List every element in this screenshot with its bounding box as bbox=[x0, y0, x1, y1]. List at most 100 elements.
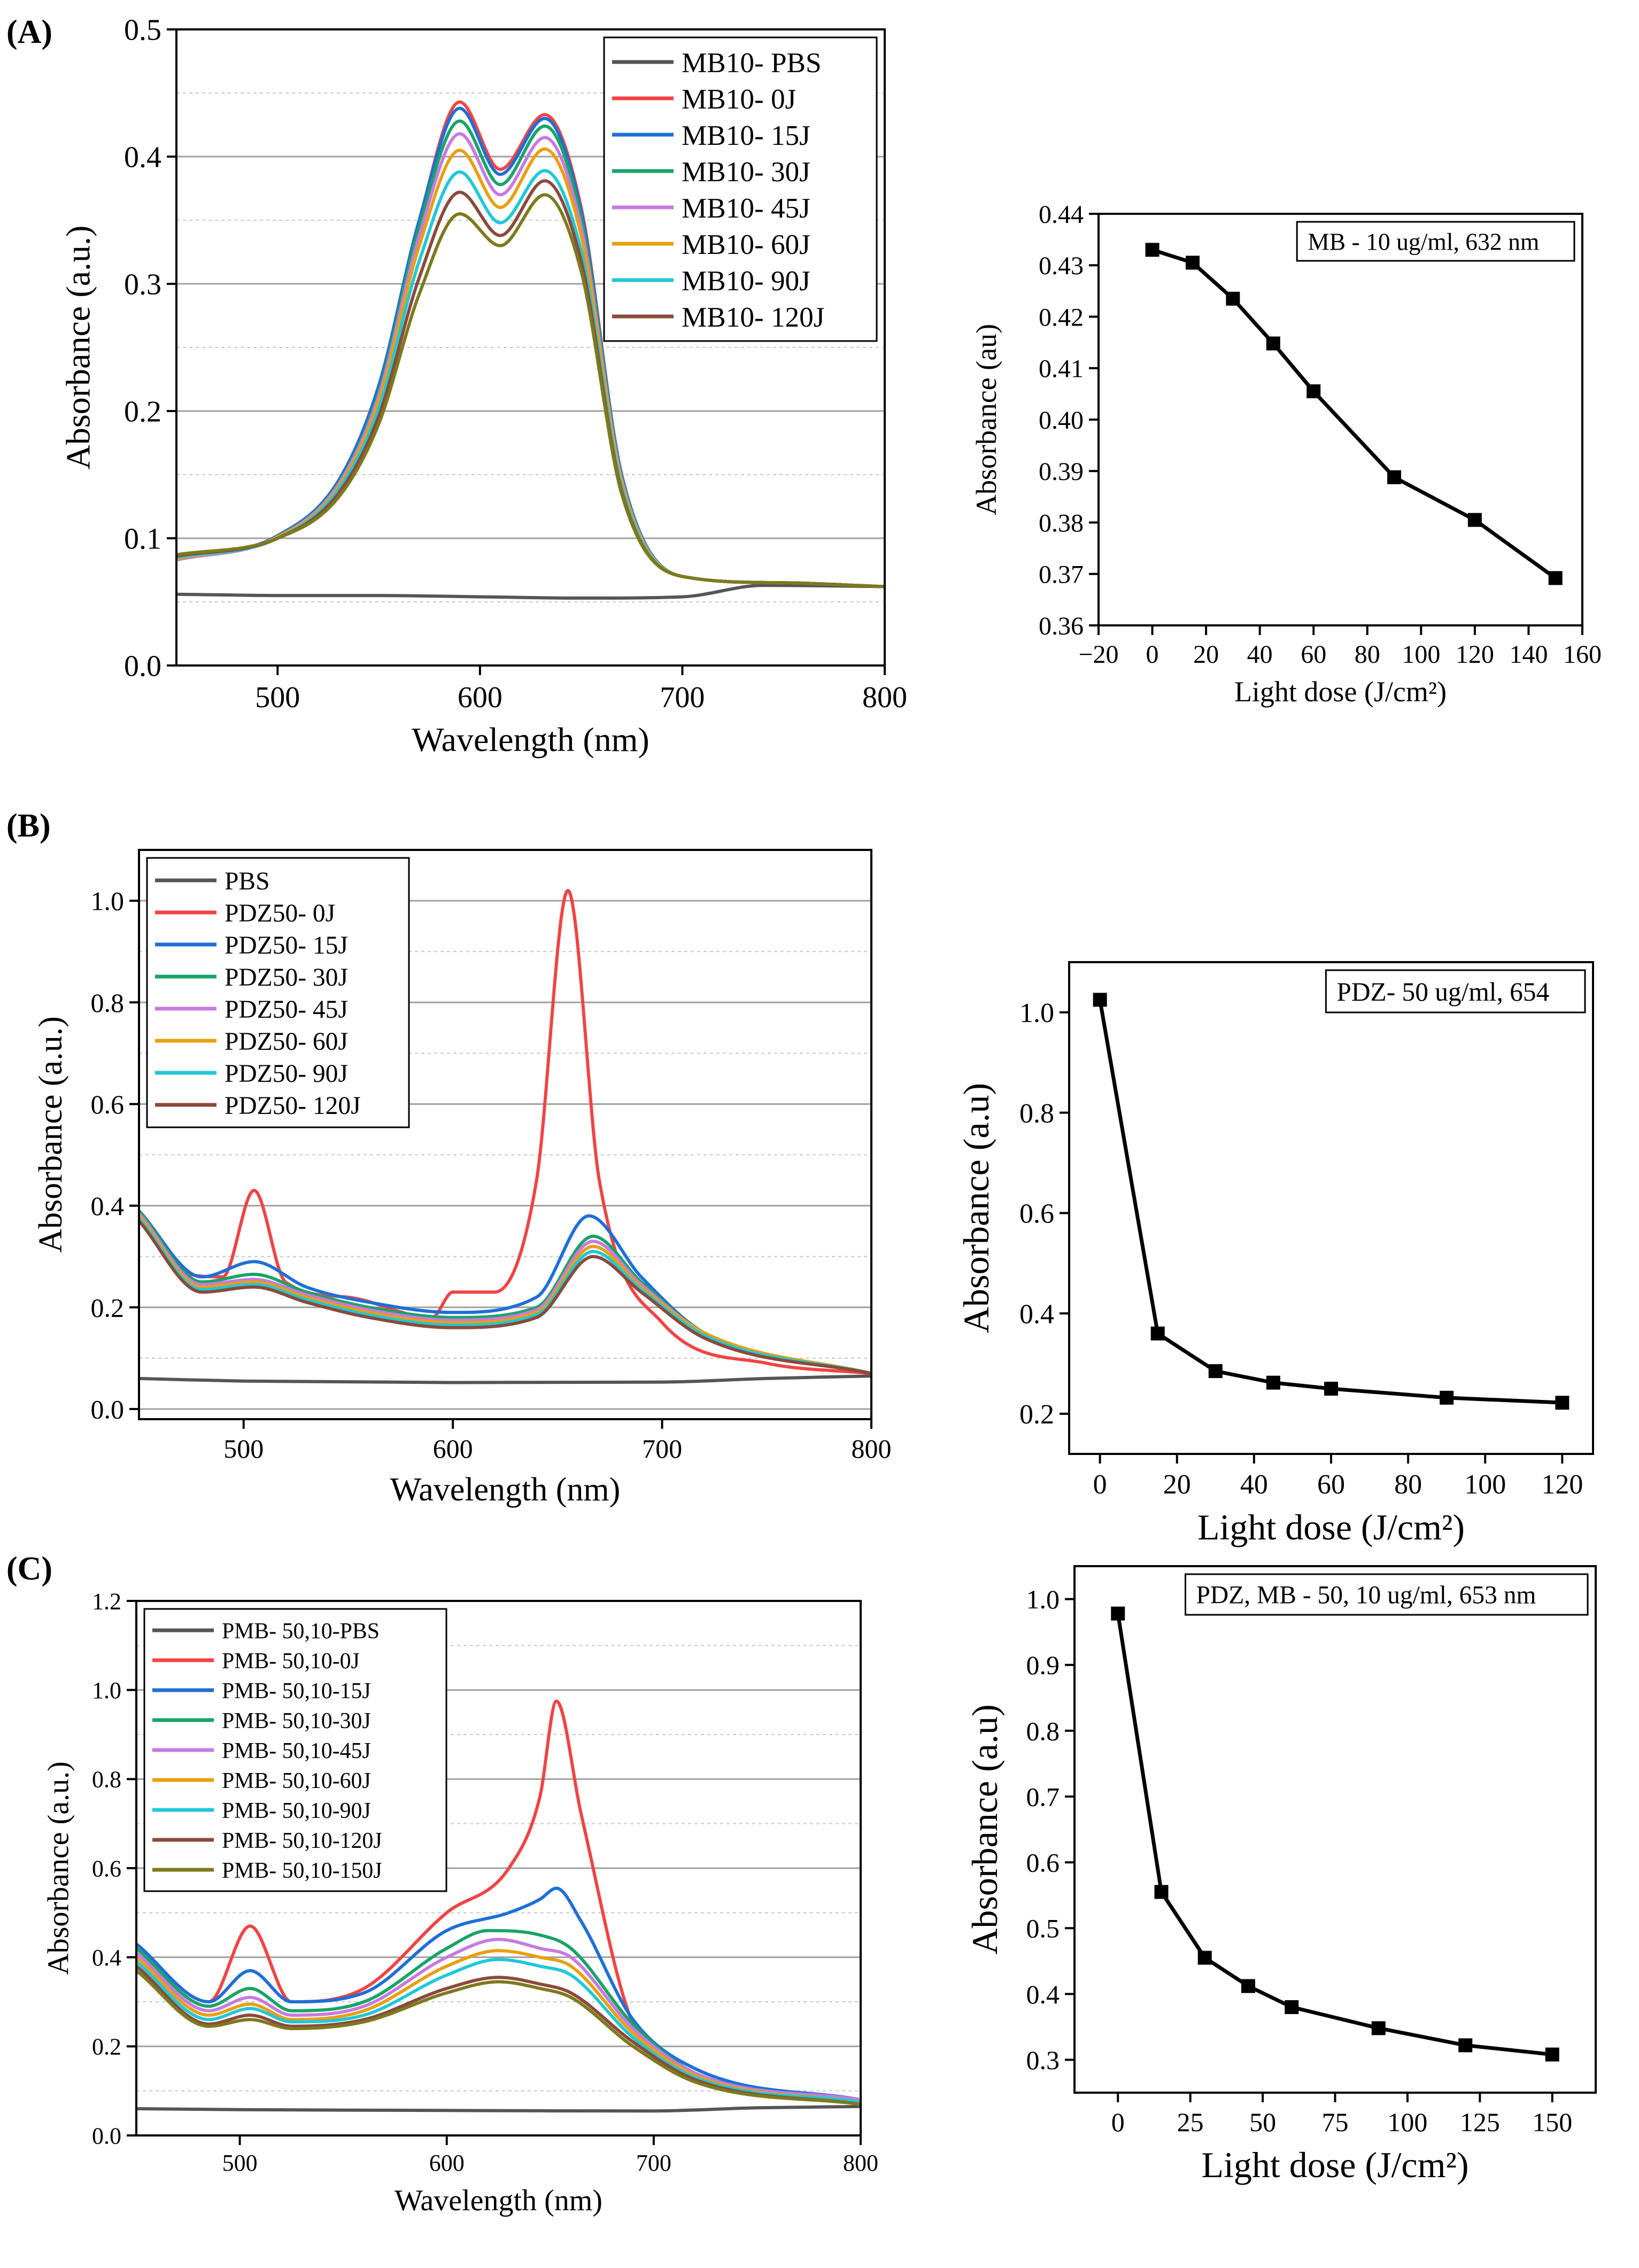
y-tick-label: 0.42 bbox=[1039, 303, 1084, 331]
x-axis-label: Wavelength (nm) bbox=[395, 2184, 602, 2217]
series-line-1 bbox=[176, 584, 885, 600]
y-tick-label: 0.4 bbox=[1026, 1979, 1060, 2009]
data-point bbox=[1208, 1364, 1223, 1379]
data-point bbox=[1285, 2000, 1299, 2014]
data-point bbox=[1467, 513, 1482, 527]
y-tick-label: 0.37 bbox=[1039, 561, 1084, 589]
y-tick-label: 0.0 bbox=[92, 2123, 121, 2149]
y-tick-label: 0.5 bbox=[1026, 1914, 1060, 1944]
legend: PMB- 50,10-PBS PMB- 50,10-0J PMB- 50,10-15… bbox=[143, 1608, 447, 1892]
data-point bbox=[1545, 2047, 1559, 2062]
legend-label: MB10- 30J bbox=[682, 156, 810, 188]
series-line-1 bbox=[1098, 999, 1563, 1405]
y-tick-label: 0.8 bbox=[92, 1767, 121, 1793]
series-line-8 bbox=[137, 1220, 872, 1375]
y-tick-label: 0.40 bbox=[1039, 406, 1084, 435]
legend-label: MB10- 90J bbox=[682, 265, 810, 297]
legend-label: MB10- PBS bbox=[682, 47, 822, 79]
x-tick-label: 150 bbox=[1532, 2107, 1572, 2137]
y-tick-label: 0.41 bbox=[1039, 355, 1084, 383]
x-tick-label: 500 bbox=[223, 1434, 264, 1464]
x-tick-label: 120 bbox=[1456, 640, 1494, 669]
x-tick-label: 60 bbox=[1317, 1469, 1345, 1500]
x-tick-label: 40 bbox=[1240, 1469, 1268, 1500]
data-point bbox=[1154, 1885, 1169, 1899]
legend-label: PDZ50- 30J bbox=[225, 964, 348, 992]
y-tick-label: 0.2 bbox=[1019, 1399, 1054, 1430]
legend-label: MB10- 120J bbox=[682, 301, 824, 333]
legend-label: PBS bbox=[225, 868, 270, 895]
y-tick-label: 0.6 bbox=[92, 1855, 121, 1882]
annotation-text: MB - 10 ug/ml, 632 nm bbox=[1308, 228, 1539, 255]
y-tick-label: 0.4 bbox=[91, 1191, 125, 1221]
x-tick-label: 100 bbox=[1464, 1469, 1506, 1500]
x-tick-label: 25 bbox=[1177, 2107, 1204, 2137]
series-line-7 bbox=[137, 1217, 872, 1375]
y-tick-label: 1.0 bbox=[91, 886, 125, 916]
plot-frame bbox=[138, 849, 872, 1420]
series-line-2 bbox=[137, 889, 872, 1375]
y-axis-label: Absorbance (au) bbox=[970, 324, 1002, 515]
annotation-text: PDZ- 50 ug/ml, 654 bbox=[1336, 977, 1549, 1007]
x-tick-label: 600 bbox=[433, 1434, 473, 1464]
x-tick-label: 100 bbox=[1402, 640, 1440, 669]
y-tick-label: 1.0 bbox=[92, 1677, 121, 1704]
x-tick-label: 800 bbox=[862, 681, 907, 714]
y-axis-label: Absorbance (a.u.) bbox=[59, 226, 97, 470]
panel-label-b: (B) bbox=[6, 808, 51, 844]
series-line-8 bbox=[135, 1964, 861, 2106]
y-tick-label: 0.2 bbox=[124, 396, 161, 429]
chart-6: 0 25 50 75 100 125 150 0.3 0.4 0.5 0.6 0.7 0.8 0.9 1.0… bbox=[964, 1565, 1597, 2185]
y-tick-label: 0.36 bbox=[1039, 612, 1084, 640]
x-tick-label: −20 bbox=[1078, 640, 1118, 669]
data-point bbox=[1371, 2021, 1386, 2035]
y-tick-label: 0.6 bbox=[1019, 1199, 1054, 1229]
series-line-1 bbox=[1116, 1613, 1553, 2057]
legend: PBS PDZ50- 0J PDZ50- 15J PDZ50- 30J PDZ50- 4… bbox=[146, 857, 410, 1128]
y-tick-label: 0.0 bbox=[124, 650, 161, 683]
y-tick-label: 0.1 bbox=[124, 523, 161, 556]
x-tick-label: 60 bbox=[1301, 640, 1326, 669]
legend-label: PMB- 50,10-PBS bbox=[222, 1619, 380, 1644]
x-tick-label: 120 bbox=[1541, 1469, 1583, 1500]
y-tick-label: 0.9 bbox=[1026, 1650, 1060, 1680]
data-point bbox=[1266, 1375, 1280, 1390]
x-tick-label: 700 bbox=[660, 681, 705, 714]
legend-label: MB10- 45J bbox=[682, 192, 810, 224]
legend-label: PMB- 50,10-60J bbox=[222, 1769, 371, 1793]
legend-label: PDZ50- 45J bbox=[225, 996, 348, 1024]
legend-label: PDZ50- 60J bbox=[225, 1028, 348, 1056]
data-point bbox=[1185, 256, 1200, 270]
x-tick-label: 80 bbox=[1355, 640, 1380, 669]
data-point bbox=[1440, 1390, 1454, 1405]
chart-3: 500 600 700 800 0.0 0.2 0.4 0.6 0.8 1.0 Wavelength… bbox=[33, 849, 892, 1508]
data-point bbox=[1306, 384, 1321, 399]
x-tick-label: 50 bbox=[1249, 2107, 1276, 2137]
legend-label: PMB- 50,10-90J bbox=[222, 1799, 371, 1823]
x-tick-label: 20 bbox=[1163, 1469, 1191, 1500]
x-tick-label: 600 bbox=[458, 681, 502, 714]
data-point bbox=[1226, 291, 1240, 306]
series-line-9 bbox=[176, 193, 885, 589]
y-tick-label: 0.44 bbox=[1039, 200, 1084, 229]
series-line-6 bbox=[135, 1949, 861, 2104]
legend-label: PMB- 50,10-150J bbox=[222, 1859, 382, 1883]
x-tick-label: 40 bbox=[1247, 640, 1273, 669]
x-tick-label: 700 bbox=[636, 2150, 671, 2176]
x-tick-label: 100 bbox=[1387, 2107, 1427, 2137]
y-axis-label: Absorbance (a.u) bbox=[964, 1704, 1005, 1954]
series-line-5 bbox=[135, 1938, 861, 2102]
y-tick-label: 0.6 bbox=[91, 1089, 125, 1119]
series-line-3 bbox=[137, 1210, 872, 1375]
data-point bbox=[1555, 1396, 1570, 1410]
y-tick-label: 0.8 bbox=[1019, 1098, 1054, 1129]
x-tick-label: 80 bbox=[1394, 1469, 1422, 1500]
y-tick-label: 0.38 bbox=[1039, 509, 1084, 537]
series-line-1 bbox=[136, 2104, 861, 2113]
x-axis-label: Wavelength (nm) bbox=[412, 721, 649, 758]
x-tick-label: 500 bbox=[222, 2150, 258, 2176]
x-axis-label: Light dose (J/cm²) bbox=[1197, 1507, 1465, 1547]
plot-frame bbox=[175, 28, 886, 667]
x-tick-label: 700 bbox=[642, 1434, 682, 1464]
